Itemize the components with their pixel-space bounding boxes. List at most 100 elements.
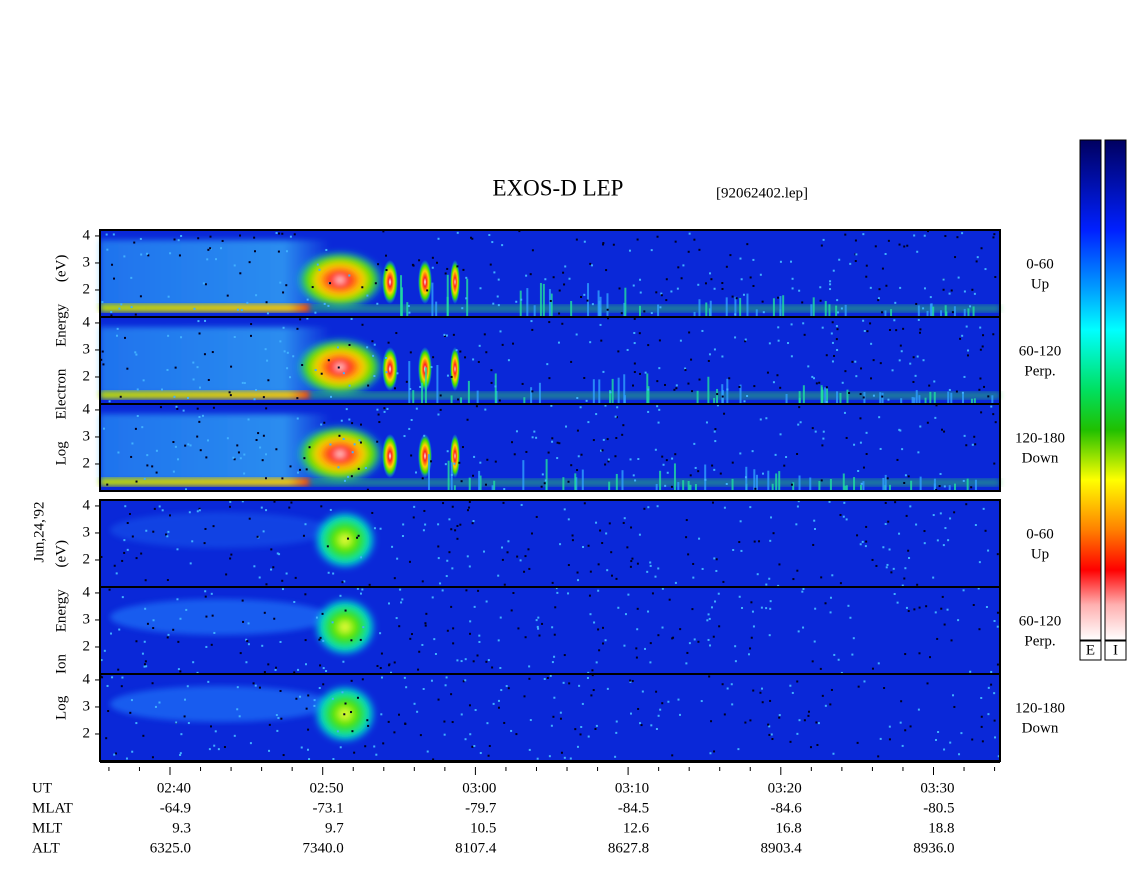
- noise: [314, 369, 317, 372]
- noise: [281, 232, 284, 235]
- noise: [912, 356, 915, 359]
- streak: [550, 293, 553, 317]
- noise: [214, 258, 217, 261]
- noise: [129, 711, 132, 714]
- noise: [935, 488, 938, 491]
- noise: [241, 500, 244, 503]
- noise: [497, 304, 500, 307]
- noise: [343, 580, 346, 583]
- noise: [254, 684, 257, 687]
- noise: [919, 328, 922, 331]
- noise: [559, 717, 562, 720]
- noise: [350, 711, 353, 714]
- noise: [448, 551, 451, 554]
- streak: [818, 481, 821, 491]
- noise: [431, 256, 434, 259]
- noise: [407, 305, 410, 308]
- noise: [942, 544, 945, 547]
- noise: [343, 713, 346, 716]
- noise: [965, 325, 968, 328]
- noise: [204, 527, 207, 530]
- noise: [796, 569, 799, 572]
- noise: [993, 620, 996, 623]
- noise: [462, 680, 465, 683]
- noise: [331, 621, 334, 624]
- noise: [963, 290, 966, 293]
- noise: [541, 473, 544, 476]
- noise: [836, 299, 839, 302]
- noise: [657, 634, 660, 637]
- noise: [230, 365, 233, 368]
- noise: [529, 273, 532, 276]
- noise: [994, 276, 997, 279]
- noise: [883, 687, 886, 690]
- noise: [840, 307, 843, 310]
- noise: [551, 437, 554, 440]
- colorbar-label-box: [1079, 640, 1102, 661]
- hot-spot: [295, 250, 385, 310]
- noise: [551, 626, 554, 629]
- noise: [904, 729, 907, 732]
- noise: [279, 689, 282, 692]
- noise: [662, 463, 665, 466]
- streak: [802, 385, 805, 404]
- noise: [285, 572, 288, 575]
- noise: [932, 514, 935, 517]
- noise: [591, 669, 594, 672]
- noise: [721, 395, 724, 398]
- noise: [110, 310, 113, 313]
- noise: [631, 557, 634, 560]
- noise: [661, 455, 664, 458]
- noise: [130, 276, 133, 279]
- noise: [978, 561, 981, 564]
- noise: [183, 715, 186, 718]
- streak: [538, 382, 541, 404]
- noise: [606, 317, 609, 320]
- streak: [962, 393, 965, 404]
- streak: [450, 462, 453, 491]
- noise: [197, 320, 200, 323]
- noise: [929, 656, 932, 659]
- ephemeris-value: 18.8: [928, 820, 954, 836]
- noise: [688, 642, 691, 645]
- noise: [926, 421, 929, 424]
- ephemeris-value: 8107.4: [455, 840, 497, 856]
- noise: [664, 484, 667, 487]
- noise: [803, 719, 806, 722]
- noise: [629, 458, 632, 461]
- noise: [154, 705, 157, 708]
- noise: [574, 728, 577, 731]
- noise: [213, 631, 216, 634]
- noise: [491, 666, 494, 669]
- noise: [750, 601, 753, 604]
- noise: [777, 339, 780, 342]
- streak: [772, 298, 775, 317]
- noise: [559, 543, 562, 546]
- noise: [141, 652, 144, 655]
- noise: [421, 643, 424, 646]
- noise: [423, 434, 426, 437]
- streak: [533, 305, 536, 317]
- noise: [478, 640, 481, 643]
- noise: [126, 367, 129, 370]
- noise: [943, 748, 946, 751]
- noise: [623, 517, 626, 520]
- noise: [351, 422, 354, 425]
- noise: [340, 419, 343, 422]
- noise: [529, 719, 532, 722]
- noise: [636, 628, 639, 631]
- noise: [175, 721, 178, 724]
- noise: [749, 506, 752, 509]
- noise: [272, 566, 275, 569]
- noise: [472, 358, 475, 361]
- noise: [434, 652, 437, 655]
- noise: [258, 576, 261, 579]
- noise: [789, 740, 792, 743]
- noise: [279, 281, 282, 284]
- energy-band: [310, 392, 1000, 399]
- noise: [769, 699, 772, 702]
- noise: [489, 263, 492, 266]
- noise: [465, 589, 468, 592]
- noise: [580, 725, 583, 728]
- noise: [913, 234, 916, 237]
